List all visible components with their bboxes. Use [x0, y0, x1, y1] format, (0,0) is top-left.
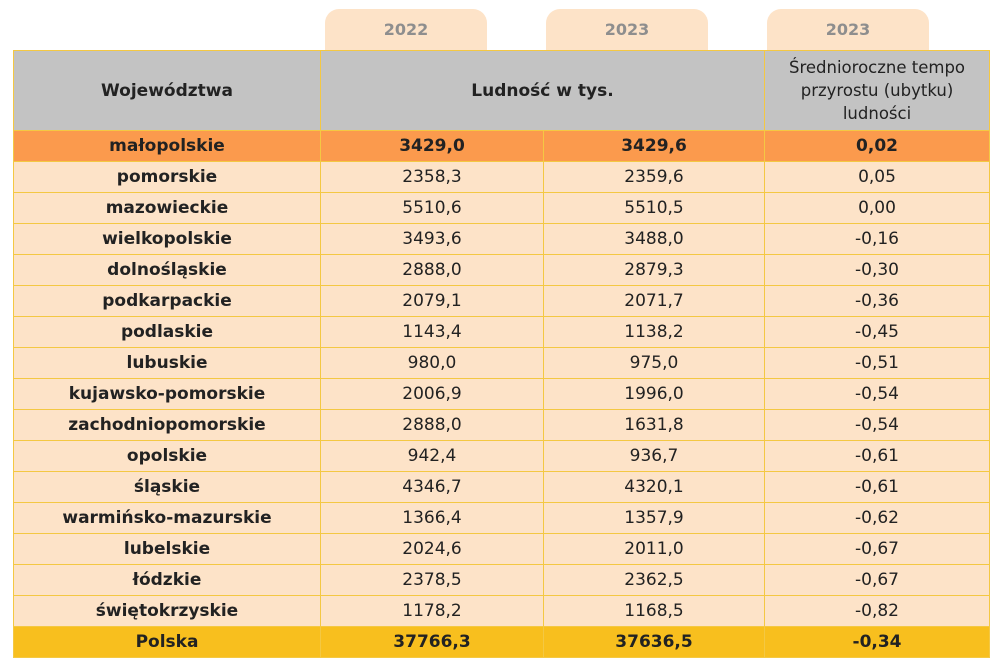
population-2022-cell: 1178,2	[320, 595, 544, 627]
table-row: warmińsko-mazurskie 1366,4 1357,9 -0,62	[13, 502, 991, 534]
population-2023-cell: 1138,2	[542, 316, 766, 348]
growth-rate-cell: -0,34	[764, 626, 991, 658]
growth-rate-cell: -0,54	[764, 378, 991, 410]
region-cell: mazowieckie	[13, 192, 321, 224]
region-cell: lubuskie	[13, 347, 321, 379]
population-2022-cell: 2378,5	[320, 564, 544, 596]
growth-rate-cell: -0,67	[764, 564, 991, 596]
population-2022-cell: 2358,3	[320, 161, 544, 193]
region-cell: wielkopolskie	[13, 223, 321, 255]
table-row: opolskie 942,4 936,7 -0,61	[13, 440, 991, 472]
population-2023-cell: 2011,0	[542, 533, 766, 565]
population-2023-cell: 3488,0	[542, 223, 766, 255]
table-row: dolnośląskie 2888,0 2879,3 -0,30	[13, 254, 991, 286]
region-cell: świętokrzyskie	[13, 595, 321, 627]
table-row: podkarpackie 2079,1 2071,7 -0,36	[13, 285, 991, 317]
growth-rate-cell: -0,61	[764, 440, 991, 472]
growth-rate-cell: -0,45	[764, 316, 991, 348]
population-2023-cell: 4320,1	[542, 471, 766, 503]
population-2023-cell: 3429,6	[542, 130, 766, 162]
growth-header-line1: Średnioroczne tempo	[789, 58, 966, 77]
total-row: Polska 37766,3 37636,5 -0,34	[13, 626, 991, 658]
region-cell: zachodniopomorskie	[13, 409, 321, 441]
growth-rate-cell: 0,05	[764, 161, 991, 193]
population-2023-cell: 2879,3	[542, 254, 766, 286]
population-2022-cell: 1366,4	[320, 502, 544, 534]
region-cell: śląskie	[13, 471, 321, 503]
population-2022-cell: 2888,0	[320, 409, 544, 441]
table-row: zachodniopomorskie 2888,0 1631,8 -0,54	[13, 409, 991, 441]
table-row: kujawsko-pomorskie 2006,9 1996,0 -0,54	[13, 378, 991, 410]
population-2023-cell: 1996,0	[542, 378, 766, 410]
region-cell: podlaskie	[13, 316, 321, 348]
region-cell: dolnośląskie	[13, 254, 321, 286]
growth-rate-cell: -0,36	[764, 285, 991, 317]
table-row: małopolskie 3429,0 3429,6 0,02	[13, 130, 991, 162]
year-tab-2023-growth: 2023	[767, 9, 929, 50]
year-tab-2022: 2022	[325, 9, 487, 50]
growth-rate-cell: -0,54	[764, 409, 991, 441]
population-2022-cell: 3429,0	[320, 130, 544, 162]
region-cell: podkarpackie	[13, 285, 321, 317]
table-row: łódzkie 2378,5 2362,5 -0,67	[13, 564, 991, 596]
growth-rate-cell: -0,16	[764, 223, 991, 255]
region-cell: warmińsko-mazurskie	[13, 502, 321, 534]
region-cell: opolskie	[13, 440, 321, 472]
region-cell: kujawsko-pomorskie	[13, 378, 321, 410]
table-row: mazowieckie 5510,6 5510,5 0,00	[13, 192, 991, 224]
region-cell: Polska	[13, 626, 321, 658]
table-row: śląskie 4346,7 4320,1 -0,61	[13, 471, 991, 503]
population-2023-cell: 2071,7	[542, 285, 766, 317]
population-2022-cell: 980,0	[320, 347, 544, 379]
population-2023-cell: 2359,6	[542, 161, 766, 193]
population-2022-cell: 2006,9	[320, 378, 544, 410]
region-cell: łódzkie	[13, 564, 321, 596]
population-2022-cell: 2888,0	[320, 254, 544, 286]
table-row: podlaskie 1143,4 1138,2 -0,45	[13, 316, 991, 348]
growth-header-line3: ludności	[842, 104, 912, 123]
population-2022-cell: 2024,6	[320, 533, 544, 565]
table-row: świętokrzyskie 1178,2 1168,5 -0,82	[13, 595, 991, 627]
population-2022-cell: 37766,3	[320, 626, 544, 658]
growth-rate-cell: -0,30	[764, 254, 991, 286]
population-2023-cell: 1631,8	[542, 409, 766, 441]
growth-rate-cell: -0,62	[764, 502, 991, 534]
population-2023-cell: 1357,9	[542, 502, 766, 534]
region-cell: pomorskie	[13, 161, 321, 193]
table-row: lubelskie 2024,6 2011,0 -0,67	[13, 533, 991, 565]
population-2022-cell: 1143,4	[320, 316, 544, 348]
population-2023-cell: 1168,5	[542, 595, 766, 627]
header-row: Województwa Ludność w tys. Średnioroczne…	[13, 50, 991, 131]
population-2023-cell: 2362,5	[542, 564, 766, 596]
population-2023-cell: 936,7	[542, 440, 766, 472]
population-2022-cell: 4346,7	[320, 471, 544, 503]
table-row: lubuskie 980,0 975,0 -0,51	[13, 347, 991, 379]
growth-rate-cell: -0,51	[764, 347, 991, 379]
growth-rate-cell: -0,61	[764, 471, 991, 503]
population-2022-cell: 2079,1	[320, 285, 544, 317]
growth-rate-cell: 0,02	[764, 130, 991, 162]
growth-rate-cell: 0,00	[764, 192, 991, 224]
year-tab-2023: 2023	[546, 9, 708, 50]
region-header: Województwa	[13, 50, 321, 131]
table-row: wielkopolskie 3493,6 3488,0 -0,16	[13, 223, 991, 255]
population-header: Ludność w tys.	[319, 50, 766, 131]
population-table: Województwa Ludność w tys. Średnioroczne…	[13, 50, 991, 658]
table-row: pomorskie 2358,3 2359,6 0,05	[13, 161, 991, 193]
population-2023-cell: 5510,5	[542, 192, 766, 224]
population-2022-cell: 3493,6	[320, 223, 544, 255]
growth-rate-cell: -0,82	[764, 595, 991, 627]
population-2023-cell: 975,0	[542, 347, 766, 379]
population-2022-cell: 5510,6	[320, 192, 544, 224]
population-2022-cell: 942,4	[320, 440, 544, 472]
growth-header-line2: przyrostu (ubytku)	[800, 81, 954, 100]
growth-rate-cell: -0,67	[764, 533, 991, 565]
population-2023-cell: 37636,5	[542, 626, 766, 658]
growth-header: Średnioroczne tempo przyrostu (ubytku) l…	[764, 50, 991, 131]
region-cell: lubelskie	[13, 533, 321, 565]
region-cell: małopolskie	[13, 130, 321, 162]
